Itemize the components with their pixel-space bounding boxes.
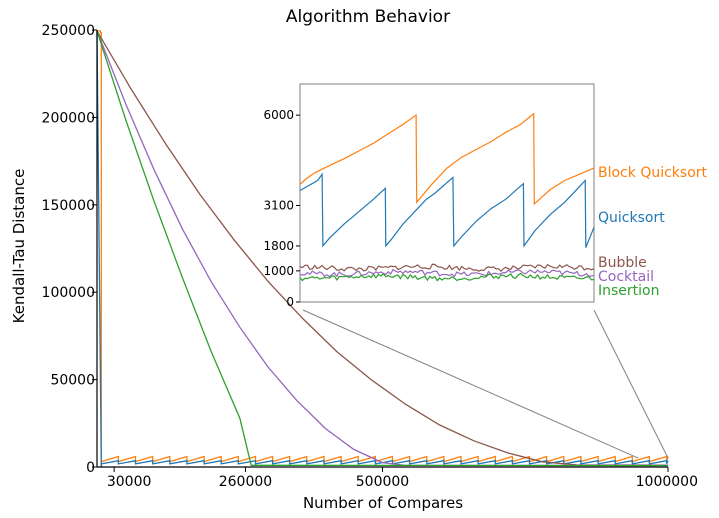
- series-label-insertion: Insertion: [598, 283, 659, 299]
- inset-y-tick-label: 3100: [263, 198, 294, 212]
- y-tick-label: 200000: [42, 110, 95, 126]
- inset-y-tick-label: 1000: [263, 264, 294, 278]
- inset-frame: [299, 83, 595, 303]
- chart-title: Algorithm Behavior: [286, 7, 450, 27]
- x-tick-label: 500000: [356, 474, 409, 490]
- inset-y-tick-label: 0: [286, 295, 294, 309]
- y-tick-label: 50000: [50, 373, 95, 389]
- inset-series-line-block-quicksort: [299, 112, 595, 206]
- series-label-bubble: Bubble: [598, 255, 647, 271]
- x-tick-label: 30000: [107, 474, 152, 490]
- inset-y-tick-label: 6000: [263, 108, 294, 122]
- inset-series-line-bubble: [299, 263, 595, 273]
- y-tick-label: 250000: [42, 23, 95, 39]
- x-tick-label: 1000000: [636, 474, 698, 490]
- series-label-quicksort: Quicksort: [598, 210, 665, 226]
- series-label-block-quicksort: Block Quicksort: [598, 165, 708, 181]
- y-tick-label: 0: [86, 460, 95, 476]
- main-plot: 0 50000 100000 150000 200000 250000 30000 26000…: [42, 23, 698, 490]
- y-axis-label: Kendall-Tau Distance: [10, 169, 28, 324]
- series-label-cocktail: Cocktail: [598, 269, 654, 285]
- inset-series-line-insertion: [299, 272, 595, 282]
- y-tick-label: 100000: [42, 285, 95, 301]
- inset-series-line-quicksort: [299, 172, 595, 248]
- inset-connector-left: [302, 309, 639, 459]
- series-line-insertion: [96, 30, 669, 467]
- x-tick-label: 260000: [219, 474, 272, 490]
- series-line-cocktail: [96, 30, 668, 467]
- series-labels: Block Quicksort Quicksort BubbleCocktailIn…: [598, 165, 708, 299]
- inset-plot: 0 1000 1800 3100 6000: [263, 83, 669, 459]
- y-tick-label: 150000: [42, 198, 95, 214]
- inset-series-line-cocktail: [299, 268, 595, 278]
- x-axis-label: Number of Compares: [303, 494, 463, 512]
- series-line-block-quicksort: [97, 30, 669, 467]
- inset-y-tick-label: 1800: [263, 239, 294, 253]
- series-line-bubble: [96, 30, 669, 466]
- inset-connector-right: [593, 309, 669, 459]
